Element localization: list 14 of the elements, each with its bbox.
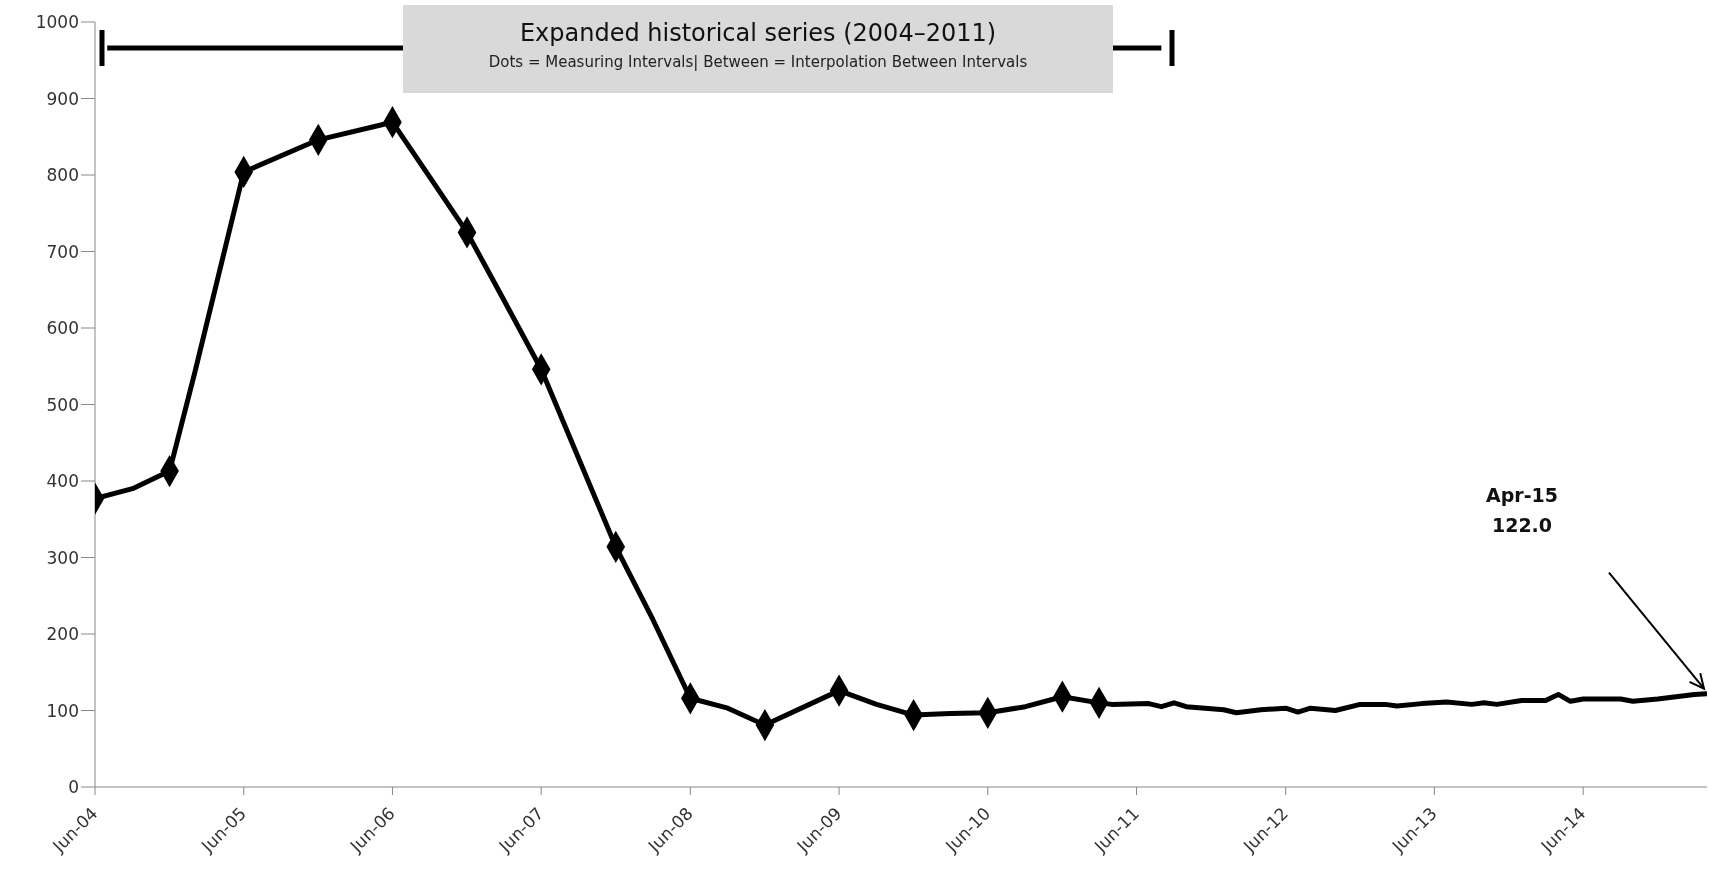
y-tick-label: 400: [46, 471, 79, 492]
y-tick-label: 1000: [35, 12, 79, 33]
y-tick-label: 500: [46, 394, 79, 415]
y-tick-label: 600: [46, 318, 79, 339]
y-tick-label: 100: [46, 700, 79, 721]
y-tick-label: 300: [46, 547, 79, 568]
text: Dots = Measuring Intervals| Between = Interpolation Between Intervals: [487, 53, 1029, 71]
y-tick-label: 800: [46, 165, 79, 186]
y-tick-label: 200: [46, 624, 79, 645]
chart-title: Expanded historical series (2004–2011): [518, 19, 998, 47]
y-tick-label: 900: [46, 88, 79, 109]
annotation: Apr-15 122.0: [1485, 483, 1559, 536]
y-tick-label: 700: [46, 241, 79, 262]
y-tick-label: 0: [68, 777, 79, 798]
